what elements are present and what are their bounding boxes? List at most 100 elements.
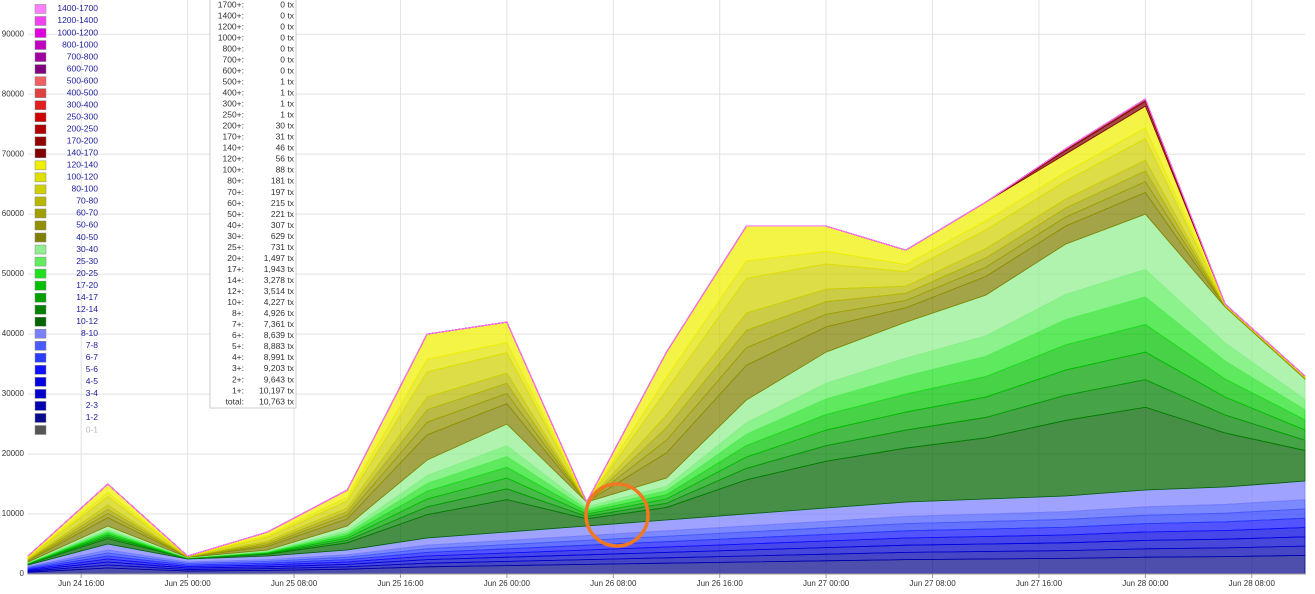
legend-label: 600-700 [67,63,98,73]
tooltip-label: 12+: [227,286,244,296]
tooltip-value: 0 tx [280,10,294,20]
tooltip-label: 1000+: [218,32,244,42]
legend-label: 5-6 [86,364,99,374]
tooltip-label: 1200+: [218,21,244,31]
legend-swatch [34,124,47,134]
y-tick-label: 60000 [2,209,25,218]
tooltip-value: 3,278 tx [264,275,295,285]
tooltip-label: 170+: [222,132,244,142]
tooltip-value: 4,227 tx [264,297,295,307]
legend-label: 170-200 [67,136,98,146]
y-tick-label: 80000 [2,89,25,98]
legend-label: 200-250 [67,124,98,134]
legend-swatch [34,28,47,38]
tooltip-box [209,0,297,409]
legend-label: 400-500 [67,87,98,97]
tooltip-value: 8,639 tx [264,330,295,340]
tooltip-label: 40+: [227,220,244,230]
legend-swatch [34,172,47,183]
tooltip-label: 250+: [222,110,244,120]
tooltip-value: 221 tx [271,209,295,219]
legend-label: 0-1 [86,424,99,434]
legend-label: 120-140 [67,160,98,170]
legend-swatch [34,196,47,207]
tooltip-label: 10+: [227,297,244,307]
tooltip-value: 1 tx [280,99,294,109]
legend-swatch [34,341,47,351]
tooltip-value: 0 tx [280,0,294,9]
legend-label: 20-25 [76,268,98,278]
tooltip-label: 120+: [222,154,244,164]
tooltip-value: 4,926 tx [264,308,295,318]
legend-swatch [34,88,47,98]
y-tick-label: 90000 [2,29,25,38]
y-tick-label: 40000 [2,329,25,338]
legend-label: 700-800 [67,51,98,61]
legend-swatch [34,256,47,267]
legend-swatch [34,40,47,50]
legend-swatch [34,160,47,171]
tooltip-value: 197 tx [271,187,295,197]
legend-label: 1200-1400 [57,15,98,25]
x-tick-label: Jun 24 16:00 [58,579,105,588]
x-tick-label: Jun 26 08:00 [590,579,637,588]
x-tick-label: Jun 25 00:00 [164,579,211,588]
tooltip-label: 25+: [227,242,244,252]
tooltip-value: 9,643 tx [264,374,295,384]
legend-swatch [34,148,47,159]
legend-swatch [34,76,47,86]
tooltip-value: 0 tx [280,54,294,64]
legend-swatch [34,52,47,62]
legend-swatch [34,304,47,315]
tooltip-label: 500+: [222,76,244,86]
x-tick-label: Jun 27 08:00 [909,579,956,588]
legend-swatch [34,268,47,279]
tooltip-label: 80+: [227,176,244,186]
legend-swatch [34,413,47,423]
tooltip-label: 4+: [232,352,244,362]
legend-swatch [34,316,47,327]
tooltip-value: 31 tx [276,132,295,142]
legend-label: 80-100 [72,184,99,194]
tooltip-value: 215 tx [271,198,295,208]
legend-swatch [34,220,47,231]
legend-label: 500-600 [67,75,98,85]
tooltip-value: 181 tx [271,176,295,186]
x-tick-label: Jun 28 08:00 [1229,579,1276,588]
tooltip-label: 7+: [232,319,244,329]
x-tick-label: Jun 28 00:00 [1122,579,1169,588]
y-tick-label: 0 [20,569,25,578]
legend-label: 10-12 [76,316,98,326]
tooltip-label: 8+: [232,308,244,318]
tooltip-label: 140+: [222,143,244,153]
tooltip-value: 8,991 tx [264,352,295,362]
legend-label: 6-7 [86,352,99,362]
legend-swatch [34,401,47,411]
x-tick-label: Jun 25 08:00 [271,579,318,588]
legend: 0-1 1-2 2-3 3-4 4-5 5-6 6-7 7-8 8-10 10-12 12-14 14… [34,3,99,435]
legend-swatch [34,244,47,255]
x-tick-label: Jun 27 16:00 [1016,579,1063,588]
tooltip-label: 400+: [222,87,244,97]
tooltip-value: 46 tx [276,143,295,153]
tooltip-value: 3,514 tx [264,286,295,296]
legend-label: 30-40 [76,244,98,254]
legend-label: 17-20 [76,280,98,290]
x-tick-label: Jun 27 00:00 [803,579,850,588]
tooltip-value: 10,197 tx [259,385,295,395]
legend-label: 300-400 [67,99,98,109]
x-tick-label: Jun 25 16:00 [377,579,424,588]
tooltip-value: 9,203 tx [264,363,295,373]
legend-swatch [34,112,47,122]
tooltip-value: 8,883 tx [264,341,295,351]
legend-swatch [34,353,47,363]
tooltip-value: 1,497 tx [264,253,295,263]
tooltip-label: 50+: [227,209,244,219]
tooltip-value: 307 tx [271,220,295,230]
legend-swatch [34,100,47,110]
tooltip-label: 17+: [227,264,244,274]
tooltip-label: 14+: [227,275,244,285]
legend-label: 40-50 [76,232,98,242]
tooltip-label: 30+: [227,231,244,241]
tooltip-value: 10,763 tx [259,396,295,406]
